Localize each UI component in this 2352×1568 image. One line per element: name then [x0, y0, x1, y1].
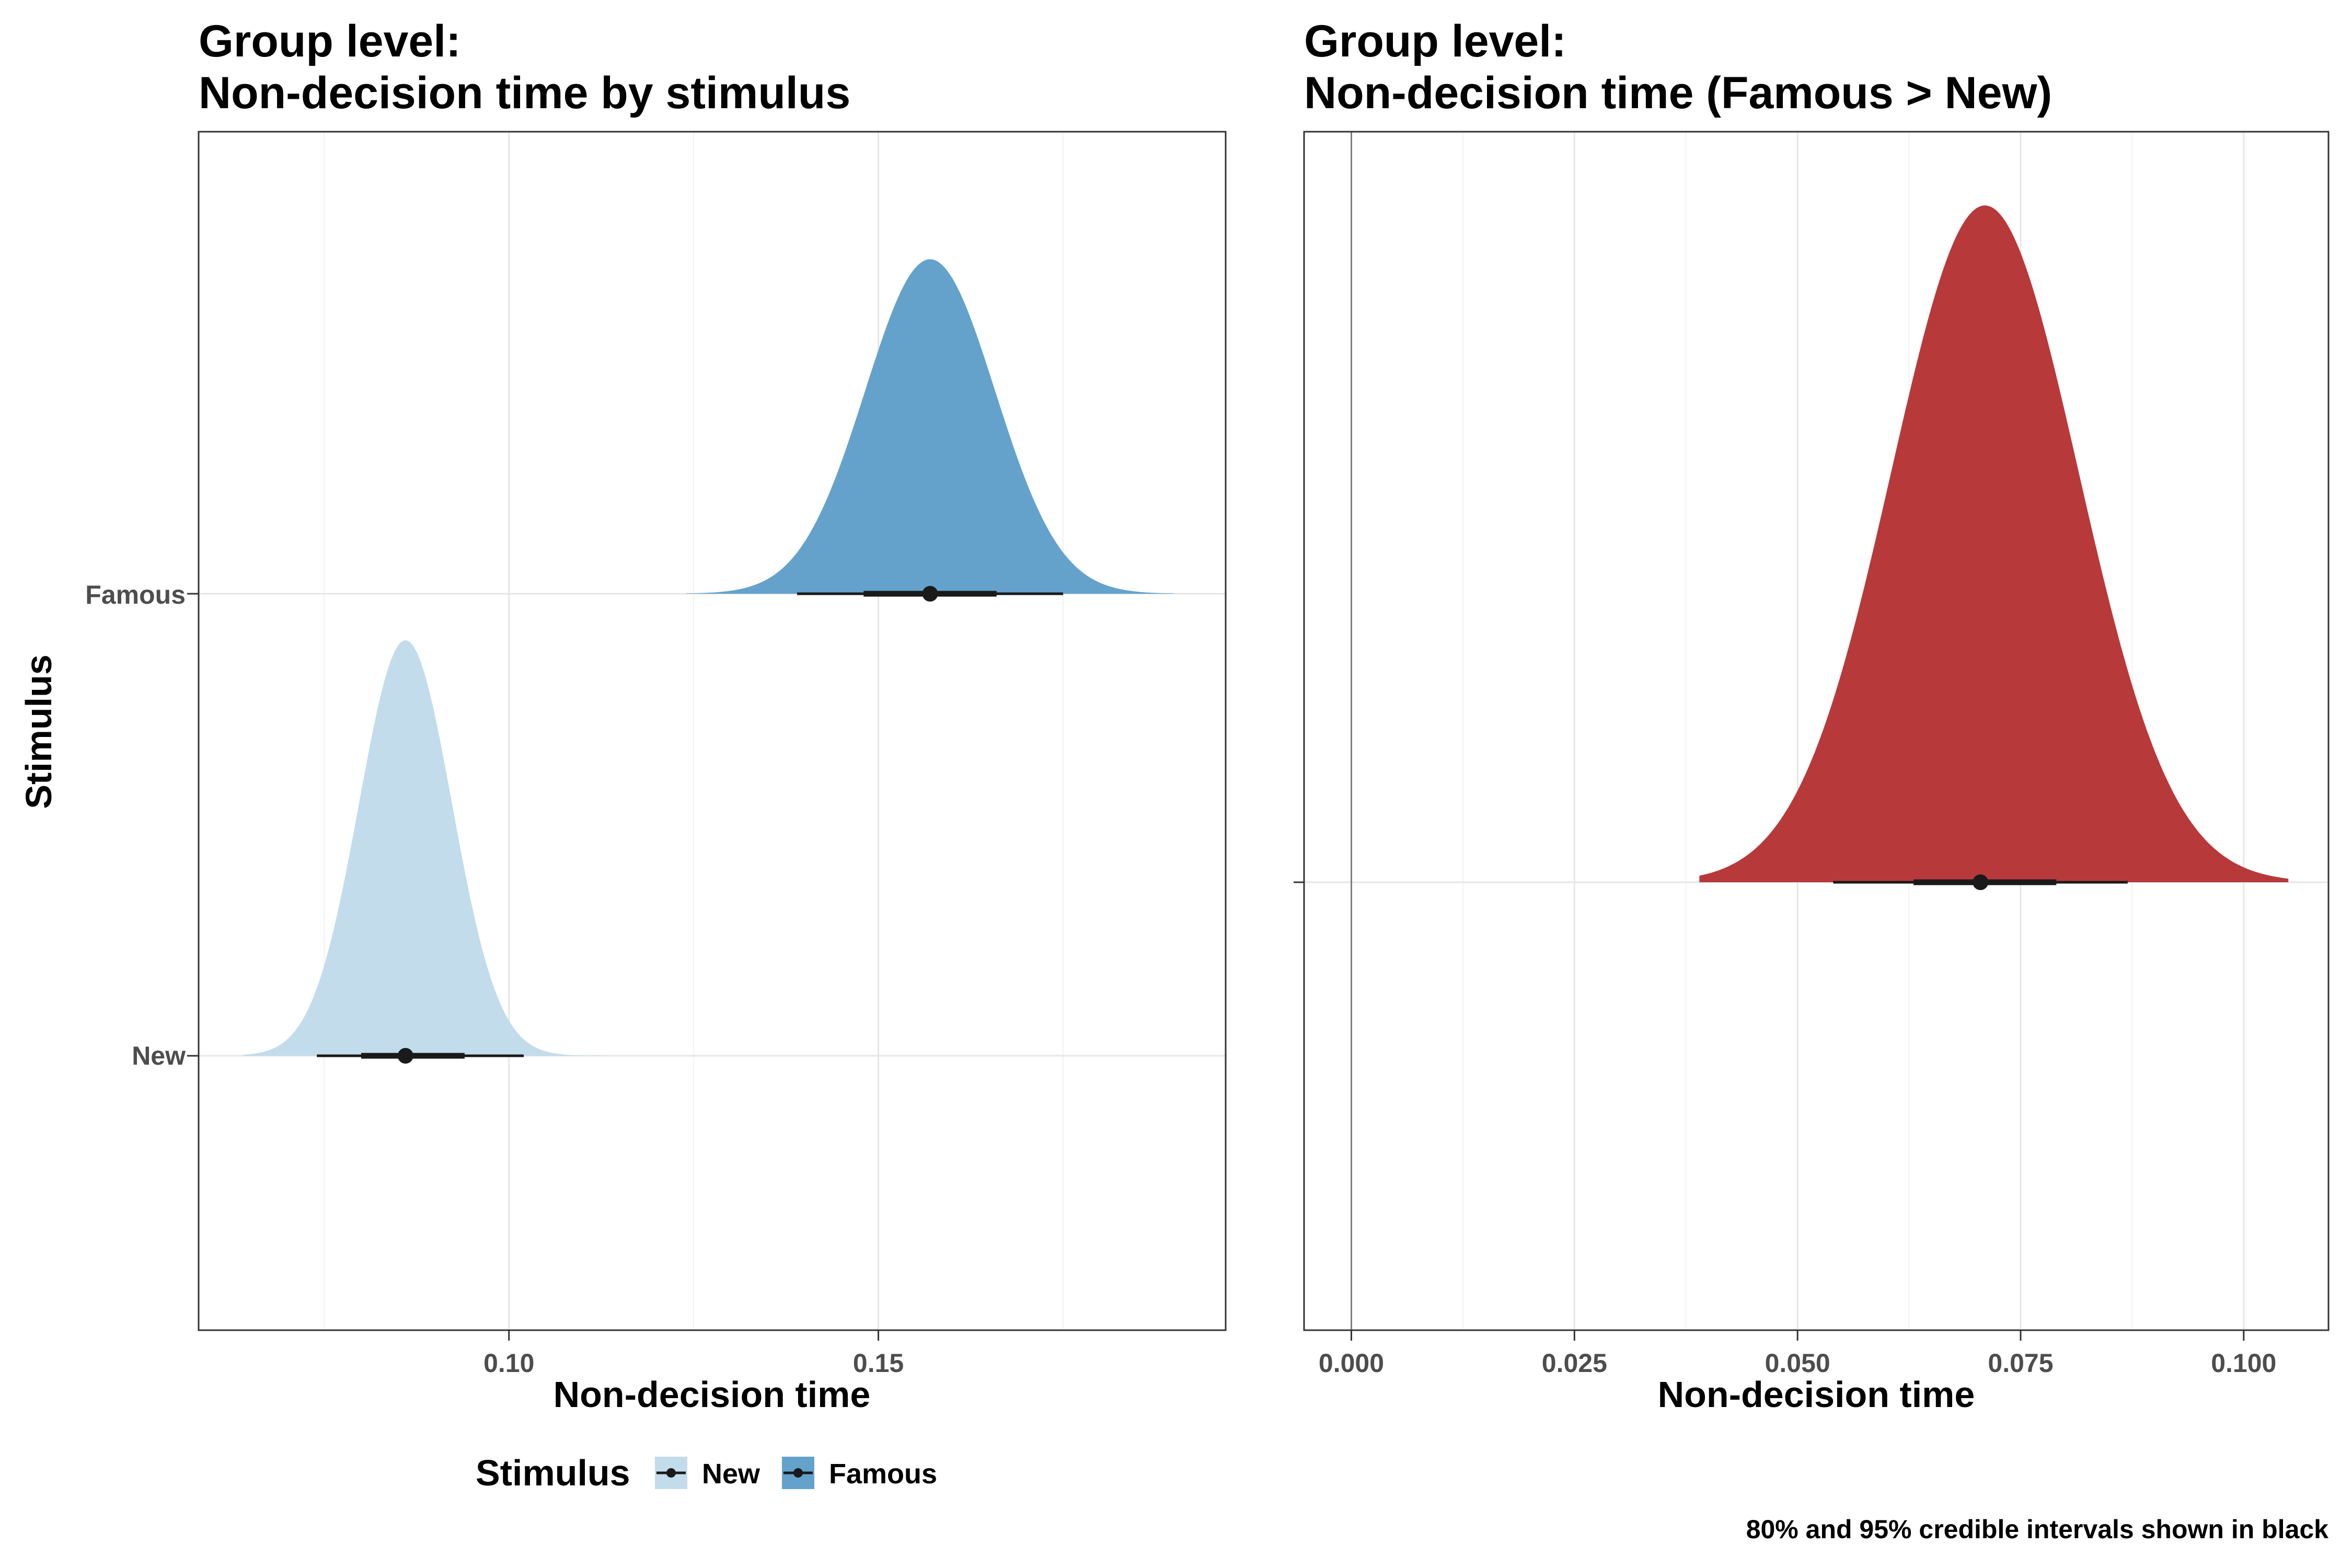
left-title-line1: Group level: — [199, 16, 461, 66]
right-point-estimate-famous-new — [1973, 874, 1989, 890]
left-panel: Group level: Non-decision time by stimul… — [18, 16, 1227, 1493]
left-intervals — [317, 586, 1063, 1064]
left-x-tick-label-0-15: 0.15 — [853, 1348, 904, 1378]
right-x-tick-label-0-025: 0.025 — [1542, 1348, 1607, 1378]
left-point-estimate-new — [397, 1048, 413, 1064]
right-density-famous-new — [1699, 205, 2289, 882]
right-intervals — [1833, 874, 2128, 890]
legend-item-famous: Famous — [782, 1457, 937, 1490]
left-point-estimate-famous — [922, 586, 938, 602]
legend: Stimulus New Famous — [476, 1452, 937, 1493]
legend-title: Stimulus — [476, 1452, 630, 1493]
legend-label-famous: Famous — [829, 1458, 937, 1490]
left-density-famous — [686, 259, 1174, 594]
right-panel-border — [1303, 131, 2330, 1331]
left-title-line2: Non-decision time by stimulus — [199, 68, 850, 118]
left-x-tick-label-0-1: 0.10 — [483, 1348, 534, 1378]
left-y-axis-title: Stimulus — [18, 654, 59, 809]
right-title-line2: Non-decision time (Famous > New) — [1304, 68, 2052, 118]
right-x-axis-title: Non-decision time — [1658, 1374, 1975, 1415]
left-densities — [243, 259, 1174, 1056]
legend-key-famous-dot — [793, 1468, 803, 1478]
right-x-tick-label-0-075: 0.075 — [1988, 1348, 2053, 1378]
right-title-line1: Group level: — [1304, 16, 1566, 66]
right-axis: 0.000 0.025 0.050 0.075 0.100 — [1319, 1330, 2276, 1378]
left-axis: 0.10 0.15 — [483, 1330, 904, 1378]
right-panel: Group level: Non-decision time (Famous >… — [1294, 16, 2330, 1415]
y-tick-label-new: New — [132, 1041, 186, 1070]
legend-key-new-dot — [666, 1468, 676, 1478]
left-panel-border — [198, 131, 1227, 1331]
left-density-new — [243, 640, 642, 1056]
y-tick-label-famous: Famous — [85, 580, 186, 609]
legend-item-new: New — [655, 1457, 760, 1490]
right-x-tick-label-0-1: 0.100 — [2211, 1348, 2276, 1378]
right-densities — [1699, 205, 2289, 882]
right-x-tick-label-0: 0.000 — [1319, 1348, 1384, 1378]
caption: 80% and 95% credible intervals shown in … — [1746, 1515, 2328, 1544]
legend-label-new: New — [702, 1458, 760, 1490]
left-x-axis-title: Non-decision time — [554, 1374, 871, 1415]
right-x-tick-label-0-05: 0.050 — [1765, 1348, 1830, 1378]
